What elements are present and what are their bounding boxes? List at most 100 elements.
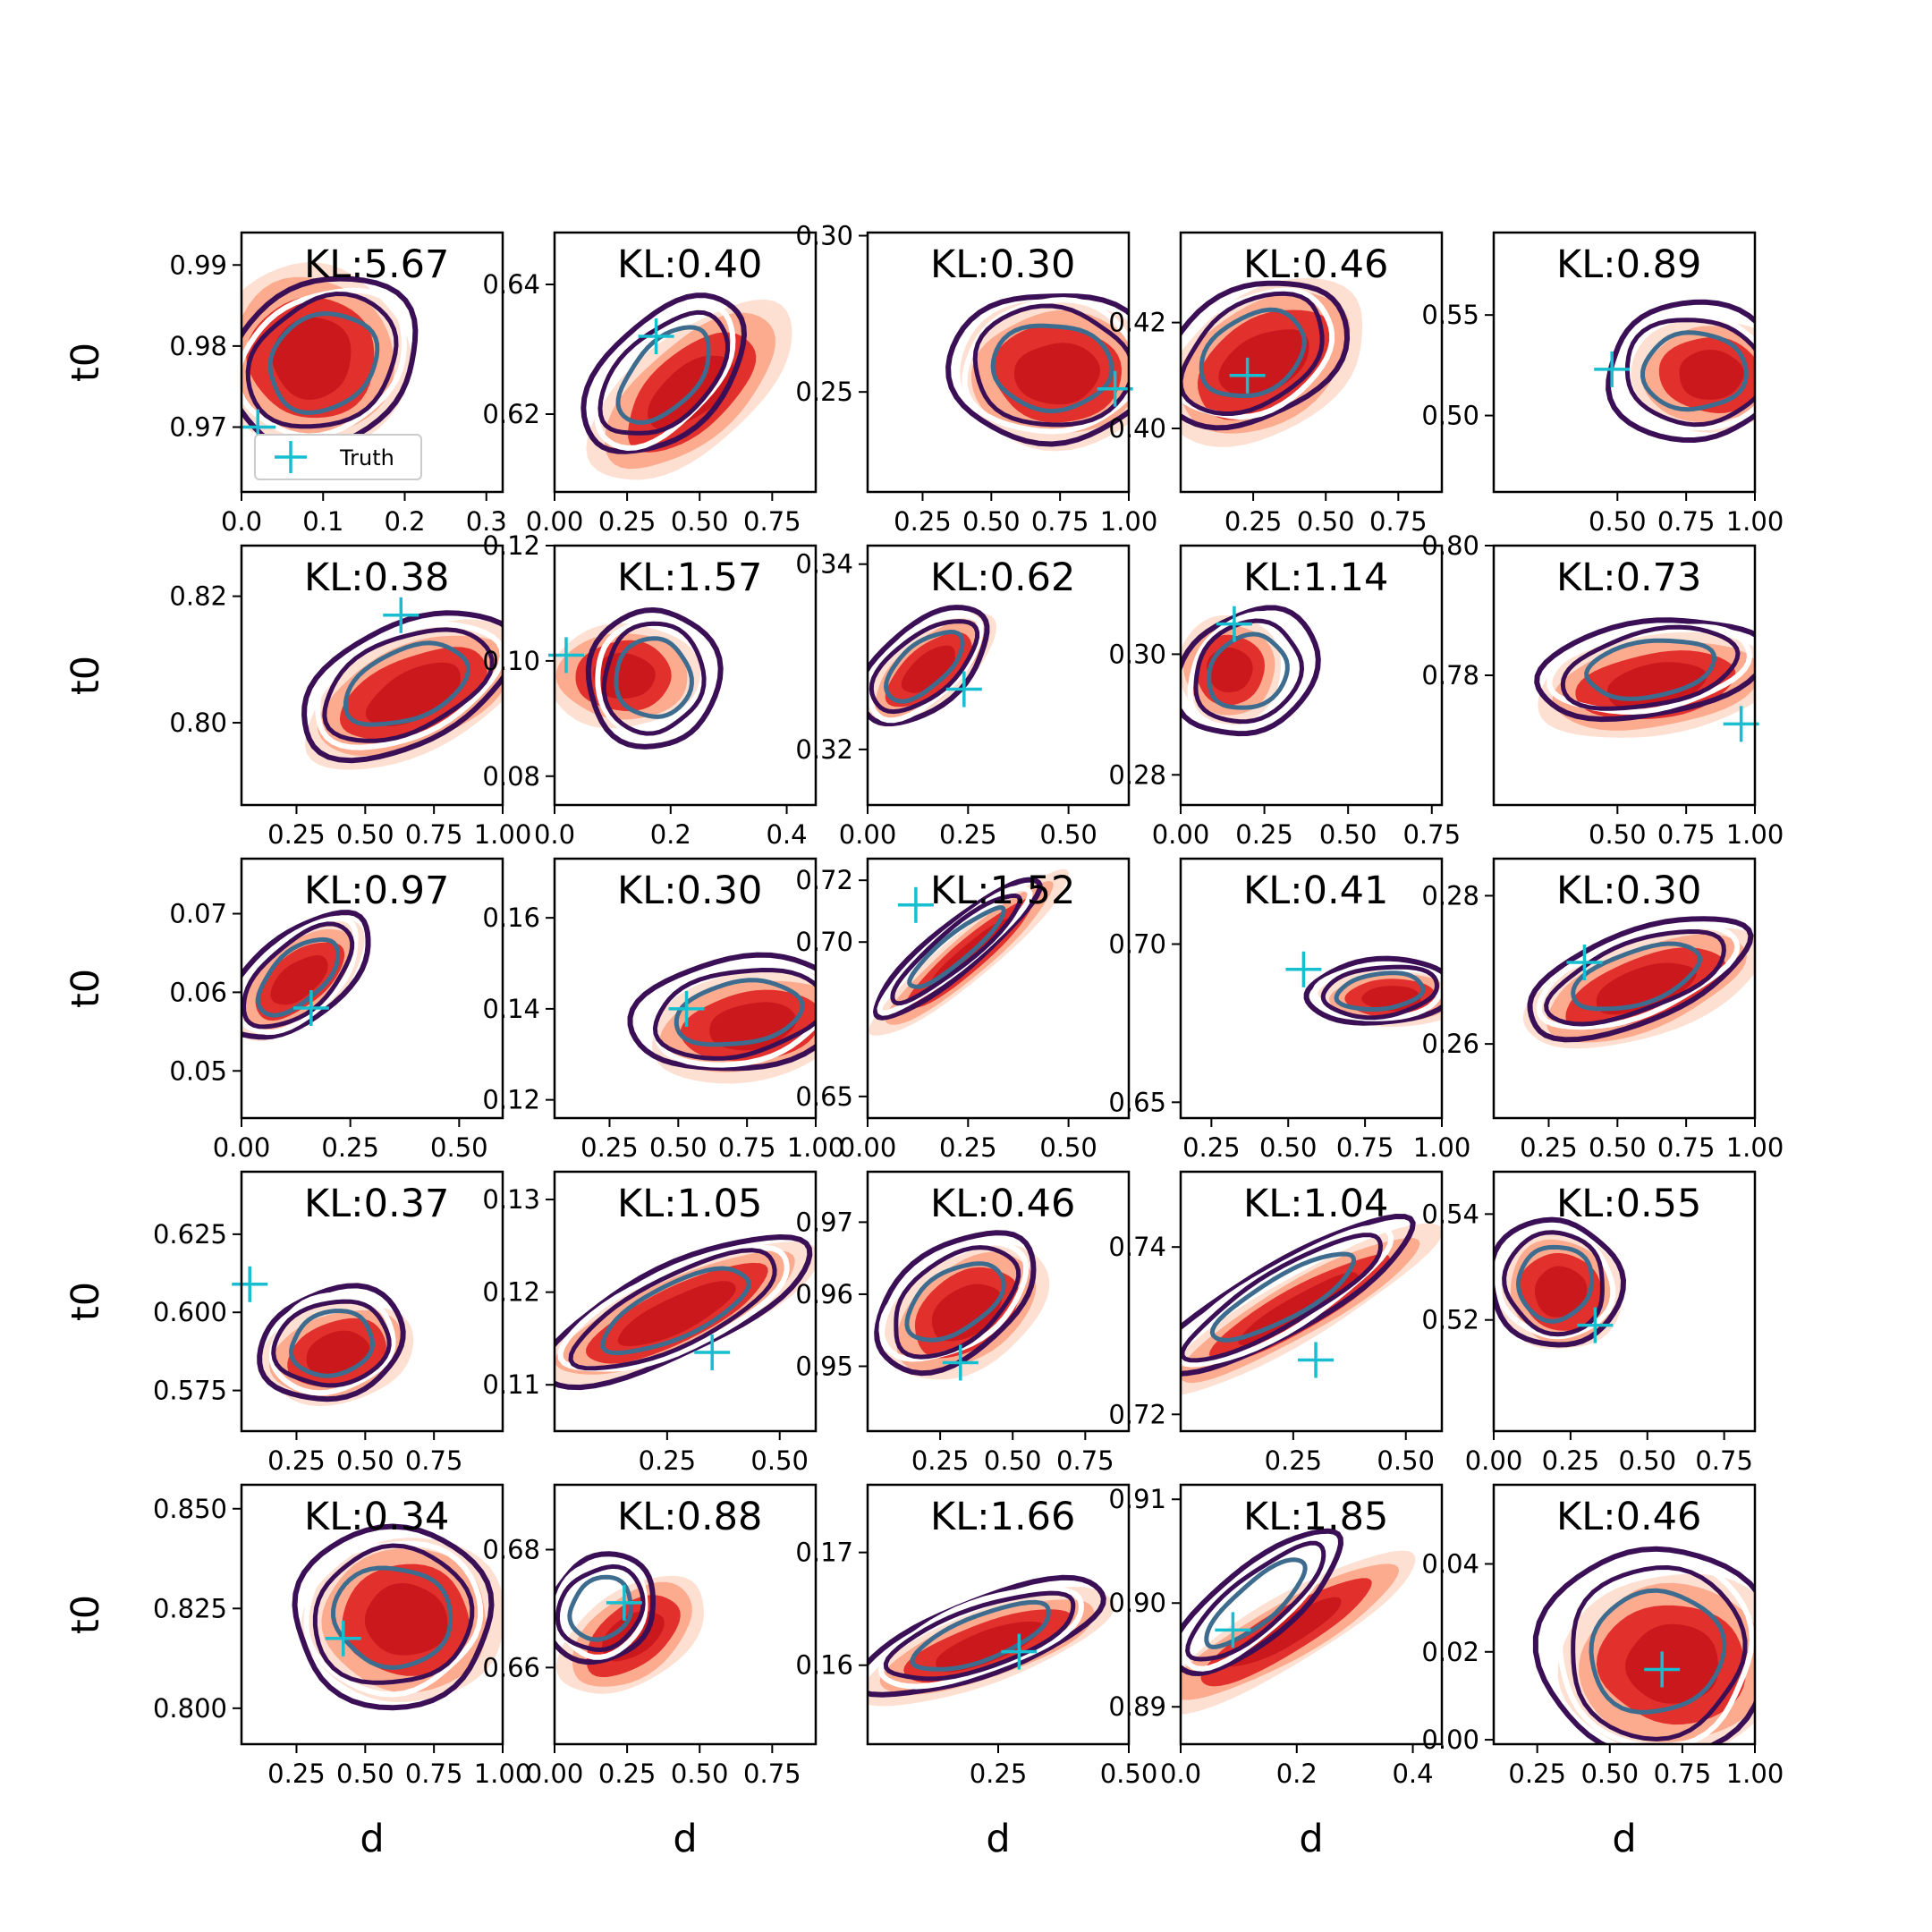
plot-area (555, 1551, 704, 1694)
axes-frame (1179, 1483, 1444, 1746)
x-tick-label: 1.00 (787, 1132, 845, 1163)
x-tick-label: 0.50 (671, 1758, 729, 1789)
x-tick-label: 0.50 (962, 506, 1021, 537)
x-tick-label: 0.75 (1056, 1445, 1114, 1476)
kl-annotation: KL:0.38 (304, 555, 449, 600)
x-tick-label: 0.75 (1695, 1445, 1753, 1476)
x-tick-label: 0.75 (1657, 1132, 1716, 1163)
contour-inner (614, 636, 694, 719)
contour-inner (331, 1565, 453, 1670)
contour-inner (267, 311, 380, 415)
plot-area (555, 607, 724, 750)
y-tick-label: 0.82 (169, 581, 227, 612)
plot-area (555, 1234, 816, 1391)
contour-second (312, 1543, 475, 1685)
contour-mid (868, 612, 984, 724)
x-tick-label: 0.50 (1297, 506, 1355, 537)
y-tick-label: 0.00 (1421, 1724, 1479, 1755)
x-tick-label: 0.25 (894, 506, 952, 537)
y-axis-label: t0 (64, 1595, 108, 1634)
kl-annotation: KL:1.52 (930, 869, 1075, 913)
x-tick-label: 0.75 (1654, 1758, 1712, 1789)
y-axis-label: t0 (64, 1282, 108, 1321)
x-tick-label: 1.00 (1726, 506, 1784, 537)
axes-frame (240, 857, 504, 1120)
panel-18: 0.25 0.50 0.75 0.95 0.96 0.97 KL:0.46 (795, 1170, 1131, 1476)
x-tick-label: 0.25 (1508, 1758, 1566, 1789)
x-tick-label: 0.50 (649, 1132, 708, 1163)
contour-inner (1516, 1244, 1595, 1324)
contour-inner (1640, 330, 1749, 412)
truth-marker (638, 318, 674, 354)
contour-second (1560, 624, 1741, 711)
y-tick-label: 0.28 (1108, 759, 1166, 790)
contour-second (568, 1248, 777, 1371)
kl-annotation: KL:1.14 (1243, 555, 1388, 600)
truth-marker (1594, 351, 1631, 387)
x-tick-label: 0.25 (267, 1758, 326, 1789)
density-fill-core (709, 1002, 797, 1051)
contour-inner (1209, 1251, 1357, 1343)
density-fill-core (364, 1583, 448, 1656)
y-tick-label: 0.12 (482, 1277, 540, 1308)
x-axis-label: d (1612, 1817, 1636, 1861)
axes-frame (240, 1483, 504, 1746)
kl-annotation: KL:0.46 (930, 1182, 1075, 1226)
y-tick-label: 0.825 (153, 1593, 227, 1623)
x-tick-label: 0.25 (970, 1758, 1028, 1789)
contour-outer (868, 605, 990, 726)
x-tick-label: 0.4 (1392, 1758, 1433, 1789)
x-tick-label: 0.75 (1657, 506, 1716, 537)
x-tick-label: 0.00 (839, 819, 897, 850)
y-tick-label: 0.16 (482, 902, 540, 933)
y-tick-label: 0.72 (1108, 1399, 1166, 1429)
contour-mid (1181, 1534, 1335, 1672)
y-tick-label: 0.90 (1108, 1588, 1166, 1618)
x-tick-label: 0.50 (336, 819, 394, 850)
x-tick-label: 0.50 (430, 1132, 488, 1163)
x-tick-label: 1.00 (1726, 1758, 1784, 1789)
contour-inner (1207, 631, 1290, 710)
y-tick-label: 0.16 (795, 1650, 853, 1681)
y-tick-label: 0.96 (795, 1279, 853, 1309)
truth-marker (1644, 1651, 1681, 1688)
panel-1: 0.0 0.1 0.2 0.3 0.97 0.98 0.99 KL:5.67 Truth t0 (64, 231, 507, 537)
x-tick-label: 0.2 (1276, 1758, 1318, 1789)
truth-marker (1566, 945, 1603, 980)
density-fill-core (1679, 349, 1744, 400)
contour-inner (1589, 1588, 1727, 1715)
plot-area (242, 262, 419, 453)
contour-outer (874, 1230, 1037, 1377)
x-tick-label: 0.25 (598, 1758, 657, 1789)
panel-19: 0.25 0.50 0.72 0.74 KL:1.04 (1108, 1170, 1444, 1476)
y-tick-label: 0.17 (795, 1538, 853, 1568)
contour-inner (567, 1574, 633, 1642)
density-fill-core (272, 317, 352, 400)
y-tick-label: 0.95 (795, 1352, 853, 1382)
x-tick-label: 0.50 (1580, 1758, 1639, 1789)
y-tick-label: 0.625 (153, 1219, 227, 1250)
plot-area (1181, 278, 1363, 447)
density-fill-core (1013, 343, 1100, 405)
y-tick-label: 0.26 (1421, 1029, 1479, 1059)
axes-frame (553, 544, 818, 807)
axes-frame (553, 231, 818, 494)
x-tick-label: 0.75 (405, 1445, 463, 1476)
contour-second (1502, 1230, 1605, 1337)
contour-second (242, 921, 355, 1030)
x-tick-label: 0.50 (1039, 819, 1097, 850)
x-tick-label: 0.00 (213, 1132, 271, 1163)
density-fill-core (270, 955, 328, 1005)
x-tick-label: 0.00 (1152, 819, 1210, 850)
legend-box (254, 434, 422, 480)
y-tick-label: 0.62 (482, 399, 540, 429)
truth-marker (694, 1334, 731, 1370)
x-tick-label: 0.2 (650, 819, 691, 850)
y-tick-label: 0.65 (795, 1081, 853, 1112)
y-tick-label: 0.98 (169, 331, 227, 361)
density-fill-core (1596, 962, 1697, 1015)
panel-9: 0.00 0.25 0.50 0.75 0.28 0.30 KL:1.14 (1108, 544, 1461, 850)
contour-second (1544, 929, 1726, 1027)
x-tick-label: 0.50 (1259, 1132, 1318, 1163)
